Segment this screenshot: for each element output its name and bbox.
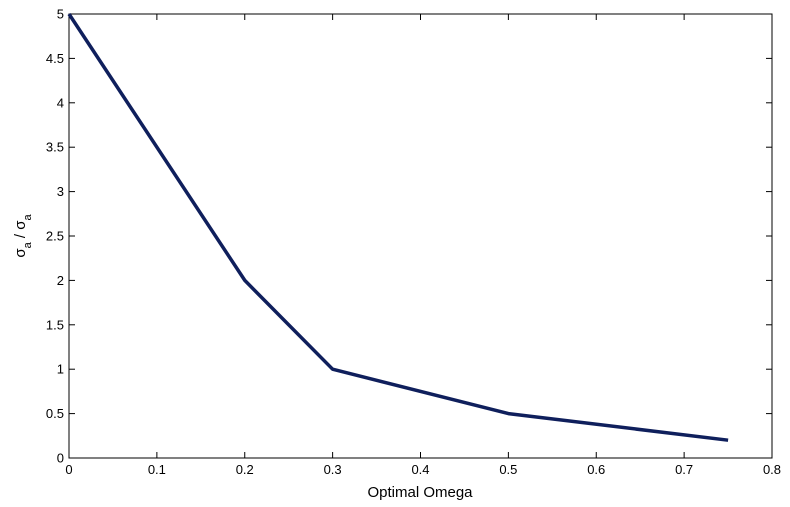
y-tick-label: 0 — [57, 451, 64, 466]
x-tick-label: 0.7 — [675, 462, 693, 477]
y-tick-label: 0.5 — [46, 406, 64, 421]
y-tick-label: 1.5 — [46, 317, 64, 332]
y-tick-label: 1 — [57, 362, 64, 377]
y-tick-label: 3 — [57, 184, 64, 199]
y-label-text: σ — [12, 220, 29, 230]
y-label-text: / — [12, 230, 29, 243]
x-axis-ticks: 0 0.1 0.2 0.3 0.4 0.5 0.6 0.7 0.8 — [65, 14, 781, 477]
x-tick-label: 0.4 — [411, 462, 429, 477]
y-label-text: σ — [12, 248, 29, 258]
y-tick-label: 2.5 — [46, 229, 64, 244]
y-tick-label: 4 — [57, 95, 64, 110]
series-layer — [67, 13, 729, 442]
y-tick-label: 5 — [57, 7, 64, 22]
series-line — [67, 13, 729, 442]
y-label-subscript: a — [22, 241, 34, 248]
y-axis-label: σa / σa — [12, 213, 34, 257]
x-tick-label: 0.1 — [148, 462, 166, 477]
x-tick-label: 0.6 — [587, 462, 605, 477]
y-label-subscript: a — [22, 213, 34, 220]
x-tick-label: 0 — [65, 462, 72, 477]
x-tick-label: 0.2 — [236, 462, 254, 477]
y-tick-label: 3.5 — [46, 140, 64, 155]
x-tick-label: 0.8 — [763, 462, 781, 477]
y-tick-label: 4.5 — [46, 51, 64, 66]
x-tick-label: 0.3 — [324, 462, 342, 477]
x-tick-label: 0.5 — [499, 462, 517, 477]
x-axis-label: Optimal Omega — [367, 484, 473, 501]
y-tick-label: 2 — [57, 273, 64, 288]
y-axis-ticks: 0 0.5 1 1.5 2 2.5 3 3.5 4 4.5 5 — [46, 7, 772, 466]
